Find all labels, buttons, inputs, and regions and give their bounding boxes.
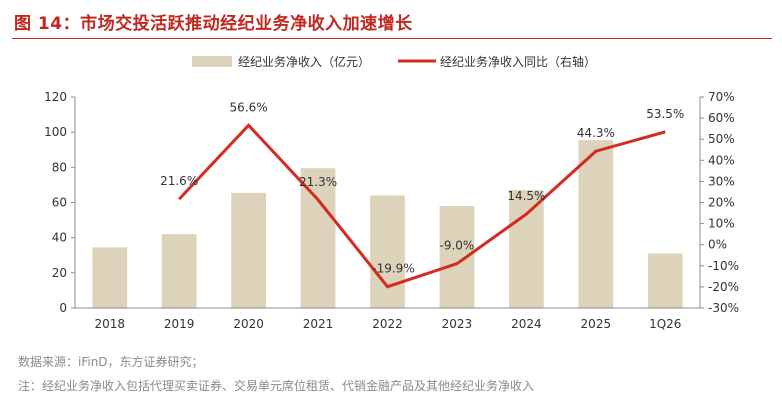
yoy-data-label: 53.5% — [646, 107, 684, 121]
bar-2025 — [578, 140, 614, 308]
yoy-line — [178, 123, 666, 289]
y-tick-label: 0 — [59, 301, 67, 315]
y2-tick-label: 10% — [708, 217, 735, 231]
x-tick-label: 2020 — [233, 317, 264, 331]
y-tick-label: 60 — [52, 196, 67, 210]
y-tick-label: 120 — [44, 90, 67, 104]
chart-title: 图 14：市场交投活跃推动经纪业务净收入加速增长 — [14, 14, 413, 34]
bar-2024 — [509, 190, 544, 308]
y-tick-label: 80 — [52, 160, 67, 174]
y2-tick-label: -30% — [708, 301, 739, 315]
yoy-data-label: 14.5% — [507, 189, 545, 203]
bar-2022 — [370, 195, 405, 308]
x-tick-label: 2025 — [581, 317, 612, 331]
y2-tick-label: 60% — [708, 111, 735, 125]
y2-tick-label: 20% — [708, 196, 735, 210]
y2-tick-label: 70% — [708, 90, 735, 104]
bar-2019 — [161, 234, 197, 308]
source-note: 数据来源：iFinD，东方证券研究； — [18, 355, 204, 369]
footnote: 注：经纪业务净收入包括代理买卖证券、交易单元席位租赁、代销金融产品及其他经纪业务… — [18, 379, 535, 393]
x-tick-label: 1Q26 — [649, 317, 681, 331]
yoy-data-label: 21.3% — [299, 175, 337, 189]
legend-label-line: 经纪业务净收入同比（右轴） — [440, 54, 596, 69]
yoy-data-label: -19.9% — [372, 262, 414, 276]
y2-tick-label: 40% — [708, 153, 735, 167]
bar-2018 — [92, 247, 128, 308]
chart-figure: 经纪业务净收入（亿元） 经纪业务净收入同比（右轴） 0 20 40 60 80 100 12… — [44, 54, 739, 331]
bar-2021 — [300, 168, 336, 308]
yoy-data-label: 21.6% — [160, 174, 198, 188]
y2-tick-label: -20% — [708, 280, 739, 294]
legend-label-bar: 经纪业务净收入（亿元） — [238, 54, 370, 69]
x-tick-label: 2023 — [442, 317, 473, 331]
bar-2020 — [231, 192, 266, 308]
x-tick-label: 2022 — [372, 317, 403, 331]
plot-area: 0 20 40 60 80 100 120 -30% -20% -10% 0% 10% 20% 30% 40… — [44, 90, 739, 331]
bar-1Q26 — [647, 253, 683, 308]
title-divider — [12, 38, 772, 39]
y2-tick-label: 0% — [708, 238, 727, 252]
y-tick-label: 20 — [52, 266, 67, 280]
legend-swatch-bar — [192, 56, 232, 67]
x-tick-label: 2018 — [94, 317, 125, 331]
x-tick-label: 2021 — [303, 317, 334, 331]
y2-tick-label: 50% — [708, 132, 735, 146]
y-tick-label: 40 — [52, 231, 67, 245]
y2-tick-label: 30% — [708, 174, 735, 188]
x-tick-label: 2019 — [164, 317, 195, 331]
x-tick-label: 2024 — [511, 317, 542, 331]
legend: 经纪业务净收入（亿元） 经纪业务净收入同比（右轴） — [192, 54, 596, 69]
y2-tick-label: -10% — [708, 259, 739, 273]
y-tick-label: 100 — [44, 125, 67, 139]
yoy-data-label: -9.0% — [440, 239, 475, 253]
yoy-data-label: 56.6% — [230, 100, 268, 114]
bar-2023 — [439, 206, 475, 308]
yoy-data-label: 44.3% — [577, 126, 615, 140]
